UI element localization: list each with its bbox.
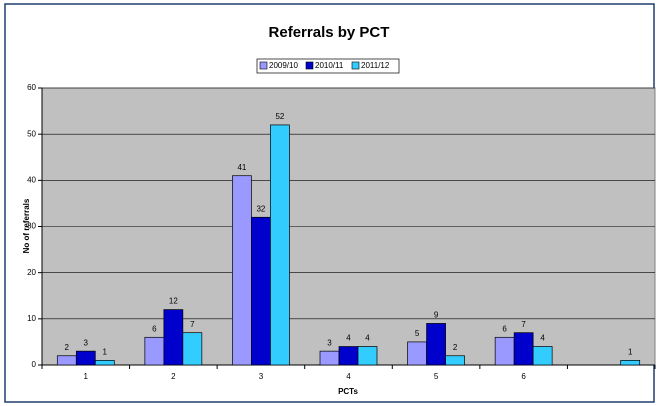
bar	[270, 124, 290, 366]
x-tick-label: 5	[434, 372, 439, 381]
data-label: 4	[540, 334, 545, 343]
data-label: 1	[628, 347, 633, 356]
legend-label: 2009/10	[269, 61, 298, 70]
chart-title: Referrals by PCT	[269, 24, 390, 41]
y-tick-label: 30	[27, 222, 36, 231]
data-label: 1	[103, 347, 108, 356]
data-label: 6	[502, 324, 507, 333]
data-label: 32	[256, 204, 265, 213]
bar	[163, 309, 184, 366]
bar	[56, 355, 77, 366]
bar	[620, 360, 641, 366]
legend-box	[256, 58, 400, 74]
data-label: 2	[453, 343, 458, 352]
data-label: 4	[365, 334, 370, 343]
bar	[426, 323, 446, 366]
data-label: 5	[415, 329, 420, 338]
data-label: 7	[521, 320, 526, 329]
y-tick-label: 0	[32, 360, 37, 369]
bar	[232, 175, 252, 366]
bar	[513, 332, 534, 366]
bar	[144, 336, 165, 366]
x-tick-label: 4	[346, 372, 351, 381]
bar	[494, 336, 515, 366]
legend-label: 2011/12	[361, 61, 390, 70]
bar	[338, 346, 359, 366]
bar	[251, 216, 271, 366]
data-label: 6	[152, 324, 157, 333]
data-label: 2	[65, 343, 70, 352]
data-label: 7	[190, 320, 195, 329]
y-tick-label: 20	[27, 268, 36, 277]
data-label: 3	[84, 338, 89, 347]
y-tick-label: 10	[27, 314, 36, 323]
bar	[445, 355, 465, 366]
y-axis-label: No of referrals	[22, 198, 31, 253]
legend-swatch	[259, 61, 268, 70]
bar	[94, 360, 115, 366]
y-tick-label: 40	[27, 175, 36, 184]
bar	[357, 346, 378, 366]
x-tick-label: 6	[521, 372, 526, 381]
data-label: 41	[237, 163, 246, 172]
bar	[182, 332, 203, 366]
bar	[75, 350, 96, 366]
legend-swatch	[351, 61, 360, 70]
bar	[319, 350, 340, 366]
x-tick-label: 1	[84, 372, 89, 381]
legend-swatch	[305, 61, 314, 70]
bar	[532, 346, 553, 366]
x-tick-label: 2	[171, 372, 176, 381]
data-label: 4	[346, 334, 351, 343]
data-label: 9	[434, 311, 439, 320]
data-label: 52	[275, 112, 284, 121]
y-tick-label: 60	[27, 83, 36, 92]
bar	[407, 341, 427, 366]
x-axis-label: PCTs	[338, 387, 358, 396]
data-label: 3	[327, 338, 332, 347]
legend-label: 2010/11	[315, 61, 344, 70]
x-tick-label: 3	[259, 372, 264, 381]
y-tick-label: 50	[27, 129, 36, 138]
data-label: 12	[169, 297, 178, 306]
